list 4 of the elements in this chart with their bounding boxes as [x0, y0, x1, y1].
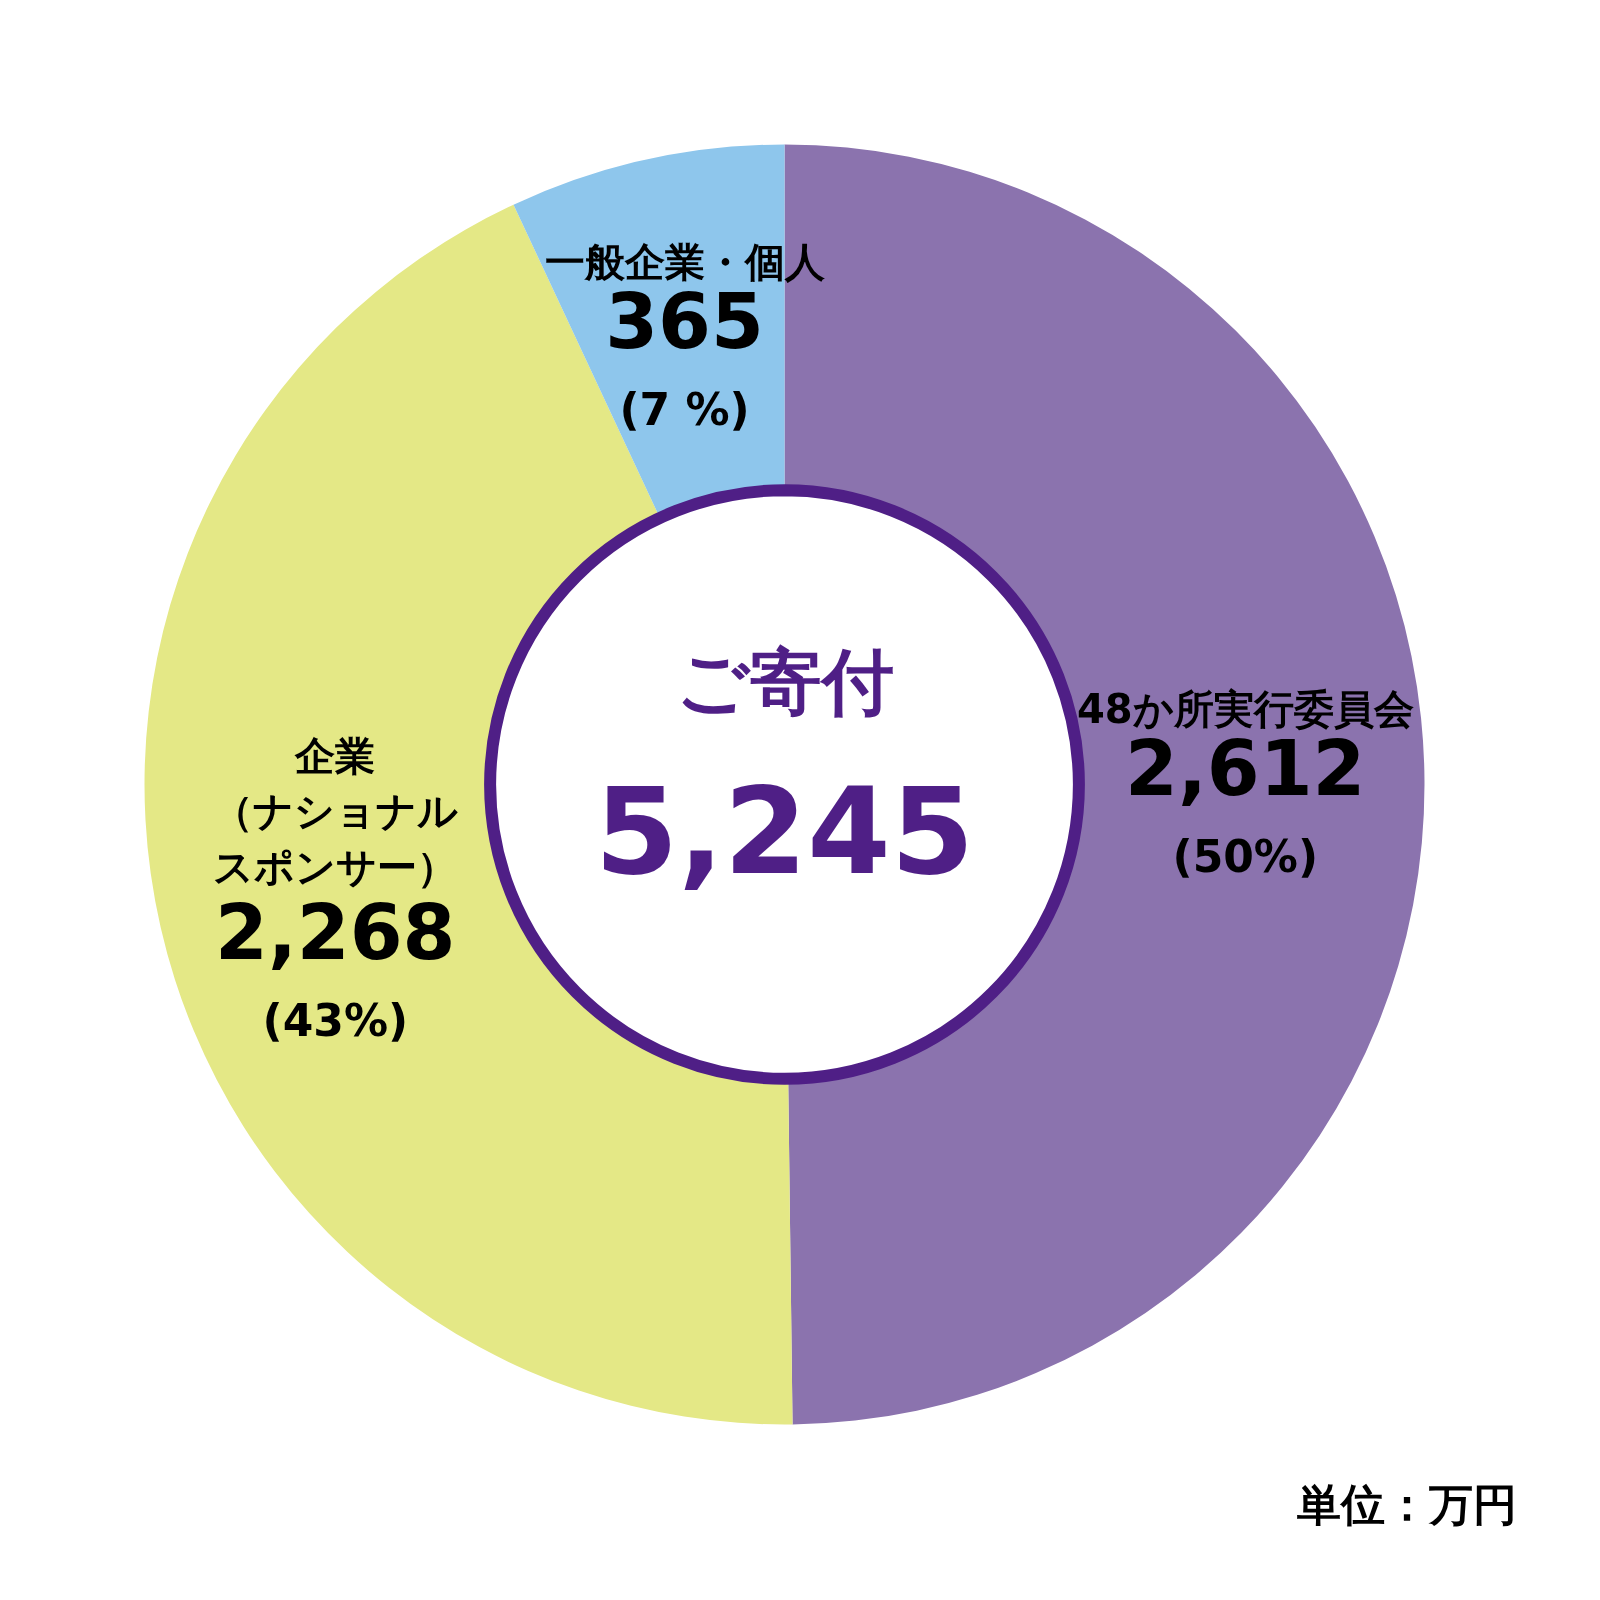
slice-label: 企業（ナショナルスポンサー）: [212, 733, 458, 890]
text: ご寄付: [675, 640, 894, 725]
text: 単位：万円: [1297, 1479, 1518, 1530]
text: 5,245: [594, 762, 975, 902]
